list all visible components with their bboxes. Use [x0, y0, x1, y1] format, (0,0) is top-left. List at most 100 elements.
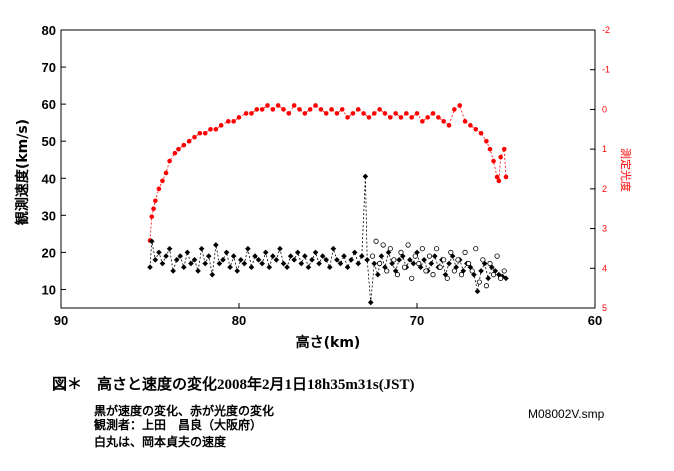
note-line-1: 黒が速度の変化、赤が光度の変化	[94, 404, 275, 418]
y2-tick-label: 5	[602, 303, 607, 313]
data-point	[294, 249, 301, 256]
data-point	[391, 257, 397, 263]
y2-tick-label: 4	[602, 263, 607, 273]
data-point	[466, 260, 472, 267]
data-point	[270, 253, 276, 259]
y-tick-label: 10	[42, 282, 56, 297]
data-point	[498, 275, 504, 281]
data-point	[280, 260, 287, 267]
data-point	[252, 253, 258, 259]
data-point	[392, 268, 399, 274]
data-point	[151, 206, 156, 212]
data-point	[351, 249, 358, 256]
data-point	[152, 257, 159, 263]
data-point	[483, 283, 490, 289]
data-point	[230, 253, 237, 259]
note-line-3: 白丸は、岡本貞夫の速度	[94, 435, 227, 449]
data-point	[441, 257, 447, 263]
data-point	[188, 260, 194, 267]
data-point	[163, 253, 169, 259]
data-point	[160, 178, 165, 184]
data-point	[487, 260, 493, 267]
data-point	[394, 272, 401, 278]
data-point	[326, 264, 333, 271]
data-point	[307, 107, 313, 112]
data-point	[419, 246, 425, 252]
data-point	[173, 257, 180, 263]
data-point	[421, 257, 427, 263]
data-point	[148, 238, 155, 245]
data-point	[453, 264, 459, 271]
data-point	[227, 264, 233, 271]
data-point	[275, 103, 281, 108]
data-point	[298, 260, 305, 267]
data-point	[491, 158, 496, 164]
left-axis: 10 20 30 40 50 60 70 80	[42, 23, 66, 297]
data-point	[309, 257, 315, 263]
data-point	[243, 111, 249, 116]
data-point	[398, 249, 404, 255]
data-point	[366, 115, 372, 120]
data-point	[490, 272, 497, 278]
data-point	[344, 264, 351, 271]
data-point	[359, 253, 365, 259]
data-point	[388, 115, 393, 120]
data-point	[488, 264, 495, 271]
y-tick-label: 60	[42, 97, 56, 112]
data-point	[236, 115, 242, 120]
data-point	[266, 264, 273, 271]
data-point	[255, 257, 262, 263]
data-point	[446, 123, 452, 128]
x-tick-label: 60	[588, 313, 602, 328]
figure-datetime: 2008年2月1日18h35m31s(JST)	[217, 377, 415, 393]
data-point	[496, 178, 502, 184]
data-point	[377, 260, 383, 267]
plot-frame	[60, 29, 596, 309]
data-point	[437, 264, 443, 270]
data-point	[462, 119, 468, 124]
data-point	[410, 260, 417, 267]
data-point	[323, 257, 330, 263]
y-tick-label: 20	[42, 245, 56, 260]
y2-tick-label: -2	[602, 25, 610, 35]
right-axis: -2 -1 0 1 2 3 4 5	[590, 25, 610, 313]
data-point	[341, 253, 347, 259]
data-point	[455, 257, 461, 263]
y2-tick-label: 3	[602, 224, 607, 234]
data-point	[259, 260, 265, 267]
figure-title: 図＊ 高さと速度の変化2008年2月1日18h35m31s(JST)	[52, 373, 415, 394]
data-point	[350, 111, 356, 116]
data-point	[277, 245, 283, 252]
data-point	[345, 115, 350, 120]
data-point	[420, 119, 425, 124]
data-point	[172, 150, 178, 156]
data-point	[176, 146, 181, 152]
data-point	[323, 111, 329, 116]
data-point	[302, 253, 308, 259]
data-point	[444, 275, 450, 281]
data-point	[426, 253, 433, 259]
data-point	[494, 174, 500, 180]
y-tick-label: 30	[42, 208, 56, 223]
data-point	[339, 107, 345, 112]
data-point	[163, 170, 169, 176]
data-point	[378, 253, 385, 259]
data-point	[396, 257, 402, 263]
data-point	[237, 257, 244, 263]
y-tick-label: 40	[42, 171, 56, 186]
data-point	[248, 264, 255, 271]
data-point	[186, 138, 192, 144]
data-point	[364, 257, 370, 263]
data-point	[262, 249, 269, 256]
data-point	[284, 264, 290, 271]
data-point	[498, 154, 503, 160]
data-point	[369, 253, 376, 259]
data-point	[355, 107, 361, 112]
data-point	[167, 158, 172, 164]
data-point	[373, 238, 379, 244]
data-point	[387, 246, 393, 252]
data-point	[494, 253, 500, 259]
data-point	[202, 130, 208, 136]
x-tick-label: 70	[410, 313, 424, 328]
